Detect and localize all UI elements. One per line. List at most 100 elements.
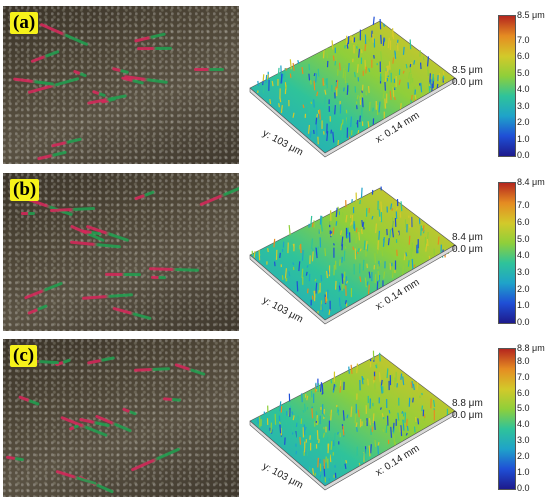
- surface-peak: [413, 264, 416, 268]
- surface-peak: [364, 44, 367, 52]
- surface-peak: [381, 413, 384, 418]
- surface-peak: [313, 99, 315, 108]
- surface-peak: [355, 235, 358, 244]
- surface-peak: [303, 403, 306, 412]
- surface-peak: [381, 248, 384, 257]
- colorbar-tick-label: 8.5 μm: [517, 10, 545, 20]
- surface-peak: [426, 56, 430, 67]
- surface-peak: [387, 238, 390, 246]
- surface-svg: y: 103 μm x: 0.14 mm: [249, 350, 456, 491]
- surface-peak: [327, 443, 330, 454]
- surface-peak: [360, 187, 363, 199]
- surface-peak: [292, 262, 295, 266]
- surface-peak: [368, 68, 371, 73]
- micrograph-streak: [55, 469, 97, 486]
- surface-peak: [292, 62, 295, 71]
- surface-peak: [413, 86, 416, 93]
- z-scale-top: 8.4 μm: [452, 232, 483, 243]
- surface-peak: [320, 300, 323, 310]
- surface-peak: [388, 61, 391, 70]
- colorbar-tick-label: 8.8 μm: [517, 343, 545, 353]
- surface-peak: [339, 259, 341, 266]
- surface-peak: [310, 101, 313, 104]
- surface-peak: [319, 215, 322, 225]
- micrograph-streak: [134, 190, 155, 201]
- surface-peak: [322, 413, 325, 418]
- micrograph-streak: [73, 69, 87, 77]
- surface-peak: [406, 418, 408, 427]
- surface-peak: [367, 378, 369, 386]
- micrograph-streak: [50, 137, 82, 148]
- surface-peak: [384, 98, 387, 109]
- surface-peak: [324, 89, 327, 95]
- surface-peak: [320, 223, 323, 232]
- surface-peak: [273, 238, 276, 248]
- colorbar: [498, 182, 516, 324]
- surface-peak: [320, 215, 323, 225]
- surface-peak: [423, 413, 426, 418]
- surface-peak: [330, 409, 333, 421]
- surface-peak: [376, 264, 379, 270]
- surface-peak: [402, 376, 405, 386]
- surface-peak: [306, 288, 309, 294]
- surface-peak: [340, 123, 343, 131]
- surface-peak: [324, 248, 327, 257]
- surface-peak: [391, 228, 394, 238]
- surface-peak: [374, 274, 377, 284]
- surface-peak: [410, 382, 413, 388]
- surface-peak: [317, 457, 319, 468]
- z-scale-top: 8.5 μm: [452, 65, 483, 76]
- surface-peak: [338, 297, 341, 307]
- surface-peak: [318, 472, 321, 476]
- surface-peak: [378, 352, 381, 362]
- surface-peak: [392, 427, 396, 434]
- surface-peak: [316, 91, 319, 97]
- surface-peak: [380, 34, 382, 44]
- surface-peak: [395, 207, 398, 211]
- surface-peak: [314, 278, 317, 282]
- surface-peak: [421, 405, 424, 412]
- surface-peak: [362, 259, 365, 271]
- figure-panel: (c) y: 103 μm x: 0.14 mm 8.8 μm 0.0 μm 8.8 μm…: [0, 336, 550, 502]
- colorbar-tick-label: 4.0: [517, 84, 530, 95]
- surface-peak: [357, 248, 360, 252]
- surface-peak: [364, 277, 367, 288]
- surface-peak: [400, 201, 403, 212]
- surface-3d-plot: y: 103 μm x: 0.14 mm: [240, 3, 470, 169]
- surface-peak: [292, 243, 295, 248]
- surface-peak: [296, 281, 299, 292]
- surface-peak: [379, 246, 382, 251]
- surface-peak: [373, 421, 376, 430]
- surface-peak: [380, 385, 383, 394]
- surface-peak: [342, 410, 345, 421]
- surface-peak: [311, 251, 314, 262]
- micrograph-streak: [5, 455, 25, 462]
- surface-peak: [333, 275, 336, 286]
- surface-peak: [405, 252, 408, 257]
- z-scale-bottom: 0.0 μm: [452, 77, 483, 88]
- surface-peak: [331, 459, 334, 464]
- surface-peak: [342, 294, 345, 300]
- micrograph-streak: [69, 424, 80, 431]
- surface-peak: [396, 249, 398, 257]
- surface-peak: [333, 243, 335, 246]
- surface-peak: [397, 231, 400, 235]
- surface-peak: [410, 94, 413, 101]
- surface-peak: [336, 80, 339, 89]
- surface-peak: [380, 201, 383, 213]
- surface-peak: [372, 16, 375, 26]
- surface-peak: [386, 368, 389, 379]
- surface-peak: [353, 71, 356, 78]
- surface-peak: [336, 407, 339, 413]
- surface-peak: [281, 73, 284, 84]
- surface-peak: [315, 73, 318, 83]
- micrograph-streak: [174, 362, 206, 376]
- surface-peak: [302, 104, 305, 109]
- surface-peak: [371, 215, 374, 220]
- surface-peak: [412, 258, 415, 263]
- colorbar: [498, 348, 516, 490]
- surface-peak: [417, 418, 420, 425]
- panel-label: (c): [10, 345, 38, 367]
- colorbar-tick-label: 4.0: [517, 250, 530, 261]
- surface-peak: [311, 222, 314, 228]
